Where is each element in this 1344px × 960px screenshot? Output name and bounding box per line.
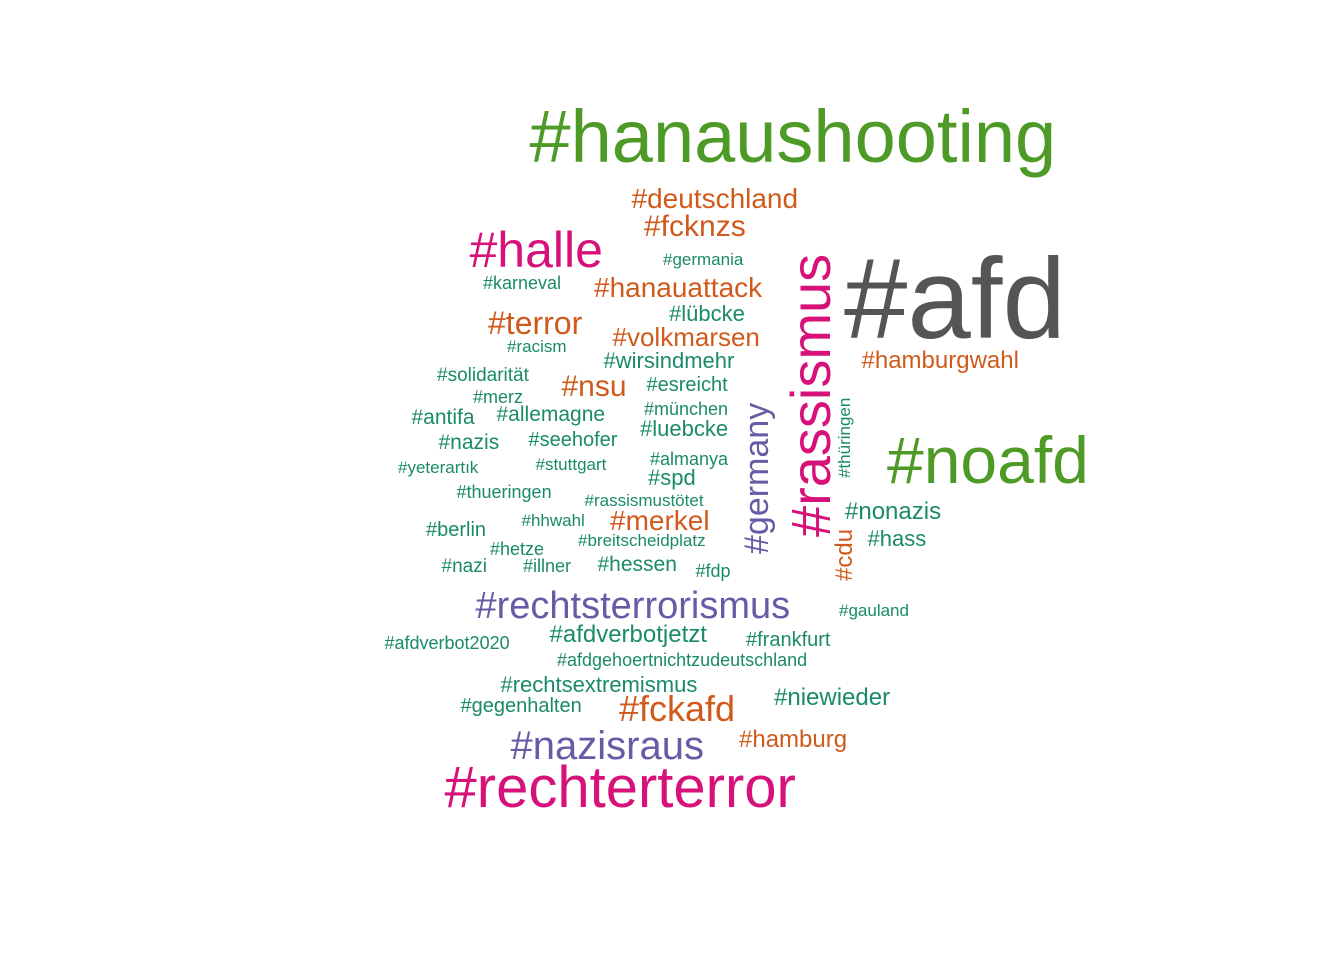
- word-racism: #racism: [507, 336, 567, 356]
- word-hanauattack: #hanauattack: [594, 272, 763, 303]
- word-afd: #afd: [844, 236, 1066, 363]
- word-munchen: #münchen: [644, 399, 729, 419]
- word-afdverbot2020: #afdverbot2020: [384, 633, 510, 653]
- word-nazisraus: #nazisraus: [510, 724, 704, 768]
- word-rechtsextremismus: #rechtsextremismus: [500, 672, 698, 697]
- word-halle: #halle: [469, 222, 603, 278]
- word-hanaushooting: #hanaushooting: [529, 95, 1057, 178]
- word-merz: #merz: [473, 387, 524, 407]
- word-hamburgwahl: #hamburgwahl: [861, 347, 1019, 374]
- word-berlin: #berlin: [426, 519, 487, 541]
- word-yeterart-k: #yeterartık: [398, 457, 479, 477]
- word-germania: #germania: [663, 249, 744, 269]
- word-germany: #germany: [738, 402, 776, 554]
- word-noafd: #noafd: [887, 423, 1089, 497]
- word-luebcke: #luebcke: [640, 416, 729, 441]
- word-niewieder: #niewieder: [774, 684, 891, 711]
- word-hass: #hass: [867, 526, 927, 551]
- word-antifa: #antifa: [411, 405, 475, 429]
- word-hamburg: #hamburg: [739, 726, 848, 753]
- word-gauland: #gauland: [839, 600, 909, 620]
- word-hetze: #hetze: [490, 539, 545, 559]
- word-fckafd: #fckafd: [619, 688, 736, 729]
- word-nonazis: #nonazis: [845, 498, 942, 525]
- word-spd: #spd: [648, 465, 696, 490]
- word-merkel: #merkel: [610, 505, 710, 536]
- word-rassismus: #rassismus: [779, 253, 842, 537]
- word-hessen: #hessen: [597, 552, 677, 576]
- word-volkmarsen: #volkmarsen: [612, 322, 760, 352]
- word-lubcke: #lübcke: [669, 301, 745, 326]
- word-nazis: #nazis: [438, 430, 500, 454]
- word-rechterterror: #rechterterror: [444, 755, 796, 820]
- word-nsu: #nsu: [561, 370, 627, 403]
- word-cdu: #cdu: [831, 528, 858, 581]
- word-illner: #illner: [523, 556, 572, 576]
- word-solidaritat: #solidarität: [437, 364, 529, 386]
- word-nazi: #nazi: [441, 555, 487, 577]
- word-rassismustotet: #rassismustötet: [584, 490, 704, 510]
- word-afdverbotjetzt: #afdverbotjetzt: [549, 621, 707, 648]
- word-deutschland: #deutschland: [631, 183, 799, 214]
- word-seehofer: #seehofer: [528, 429, 618, 451]
- word-allemagne: #allemagne: [496, 402, 606, 426]
- word-breitscheidplatz: #breitscheidplatz: [578, 530, 706, 550]
- word-hhwahl: #hhwahl: [521, 510, 585, 530]
- word-terror: #terror: [488, 305, 583, 341]
- word-frankfurt: #frankfurt: [746, 629, 831, 651]
- word-fcknzs: #fcknzs: [644, 210, 746, 243]
- word-fdp: #fdp: [695, 561, 731, 581]
- word-karneval: #karneval: [483, 273, 562, 293]
- word-esreicht: #esreicht: [646, 374, 728, 396]
- word-thuringen: #thüringen: [834, 397, 854, 478]
- word-gegenhalten: #gegenhalten: [460, 695, 582, 717]
- word-stuttgart: #stuttgart: [535, 454, 607, 474]
- word-afdgehoertnichtzudeutschland: #afdgehoertnichtzudeutschland: [557, 650, 808, 670]
- word-rechtsterrorismus: #rechtsterrorismus: [475, 585, 791, 627]
- word-thueringen: #thueringen: [456, 482, 552, 502]
- word-wirsindmehr: #wirsindmehr: [603, 348, 735, 373]
- word-almanya: #almanya: [650, 449, 729, 469]
